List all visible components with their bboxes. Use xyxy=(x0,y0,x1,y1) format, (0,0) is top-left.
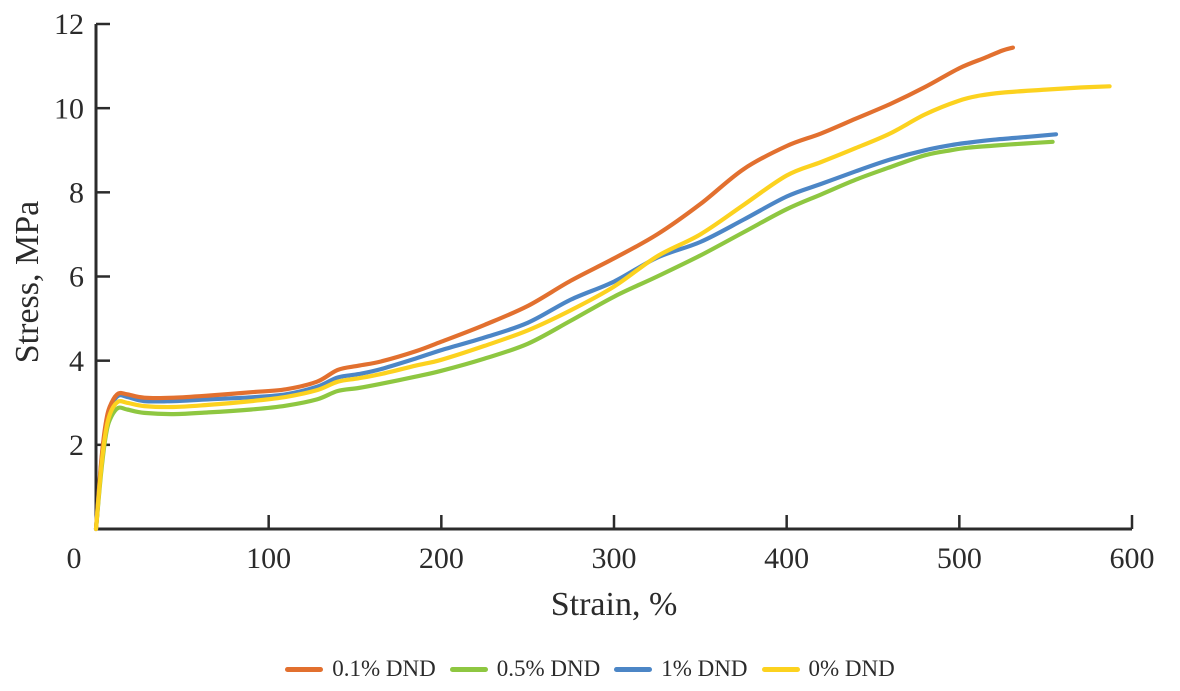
x-tick-label: 100 xyxy=(246,542,291,575)
legend: 0.1% DND 0.5% DND 1% DND 0% DND xyxy=(0,656,1180,682)
y-tick-label: 2 xyxy=(69,429,84,462)
y-tick-label: 4 xyxy=(69,345,84,378)
x-tick-label: 500 xyxy=(937,542,982,575)
x-tick-label: 300 xyxy=(592,542,637,575)
series-curve-1-dnd xyxy=(93,132,1059,532)
legend-label: 1% DND xyxy=(661,656,748,681)
series-curve-0-5-dnd xyxy=(93,139,1055,532)
y-tick-label: 6 xyxy=(69,261,84,294)
x-tick-label: 200 xyxy=(419,542,464,575)
legend-label: 0.1% DND xyxy=(332,656,436,681)
y-tick-label: 8 xyxy=(69,177,84,210)
y-tick-label: 12 xyxy=(54,8,84,41)
x-axis-title: Strain, % xyxy=(550,586,678,623)
legend-swatch-orange xyxy=(285,666,324,672)
x-tick-label: 400 xyxy=(764,542,809,575)
legend-item-1pct-dnd: 1% DND xyxy=(614,656,748,682)
x-tick-label: 0 xyxy=(67,542,82,575)
series-curve-0-dnd xyxy=(93,84,1112,532)
legend-item-0.5pct-dnd: 0.5% DND xyxy=(449,656,601,682)
legend-item-0.1pct-dnd: 0.1% DND xyxy=(285,656,436,682)
legend-label: 0% DND xyxy=(808,656,895,681)
series-curve-0-1-dnd xyxy=(93,45,1015,532)
legend-swatch-green xyxy=(449,666,488,672)
y-axis-title: Stress, MPa xyxy=(9,200,46,364)
x-tick-label: 600 xyxy=(1110,542,1155,575)
legend-swatch-yellow xyxy=(761,666,800,672)
legend-item-0pct-dnd: 0% DND xyxy=(761,656,895,682)
legend-swatch-blue xyxy=(614,666,653,672)
axes-lines xyxy=(94,24,1132,531)
legend-label: 0.5% DND xyxy=(496,656,601,681)
y-tick-label: 10 xyxy=(54,92,84,125)
